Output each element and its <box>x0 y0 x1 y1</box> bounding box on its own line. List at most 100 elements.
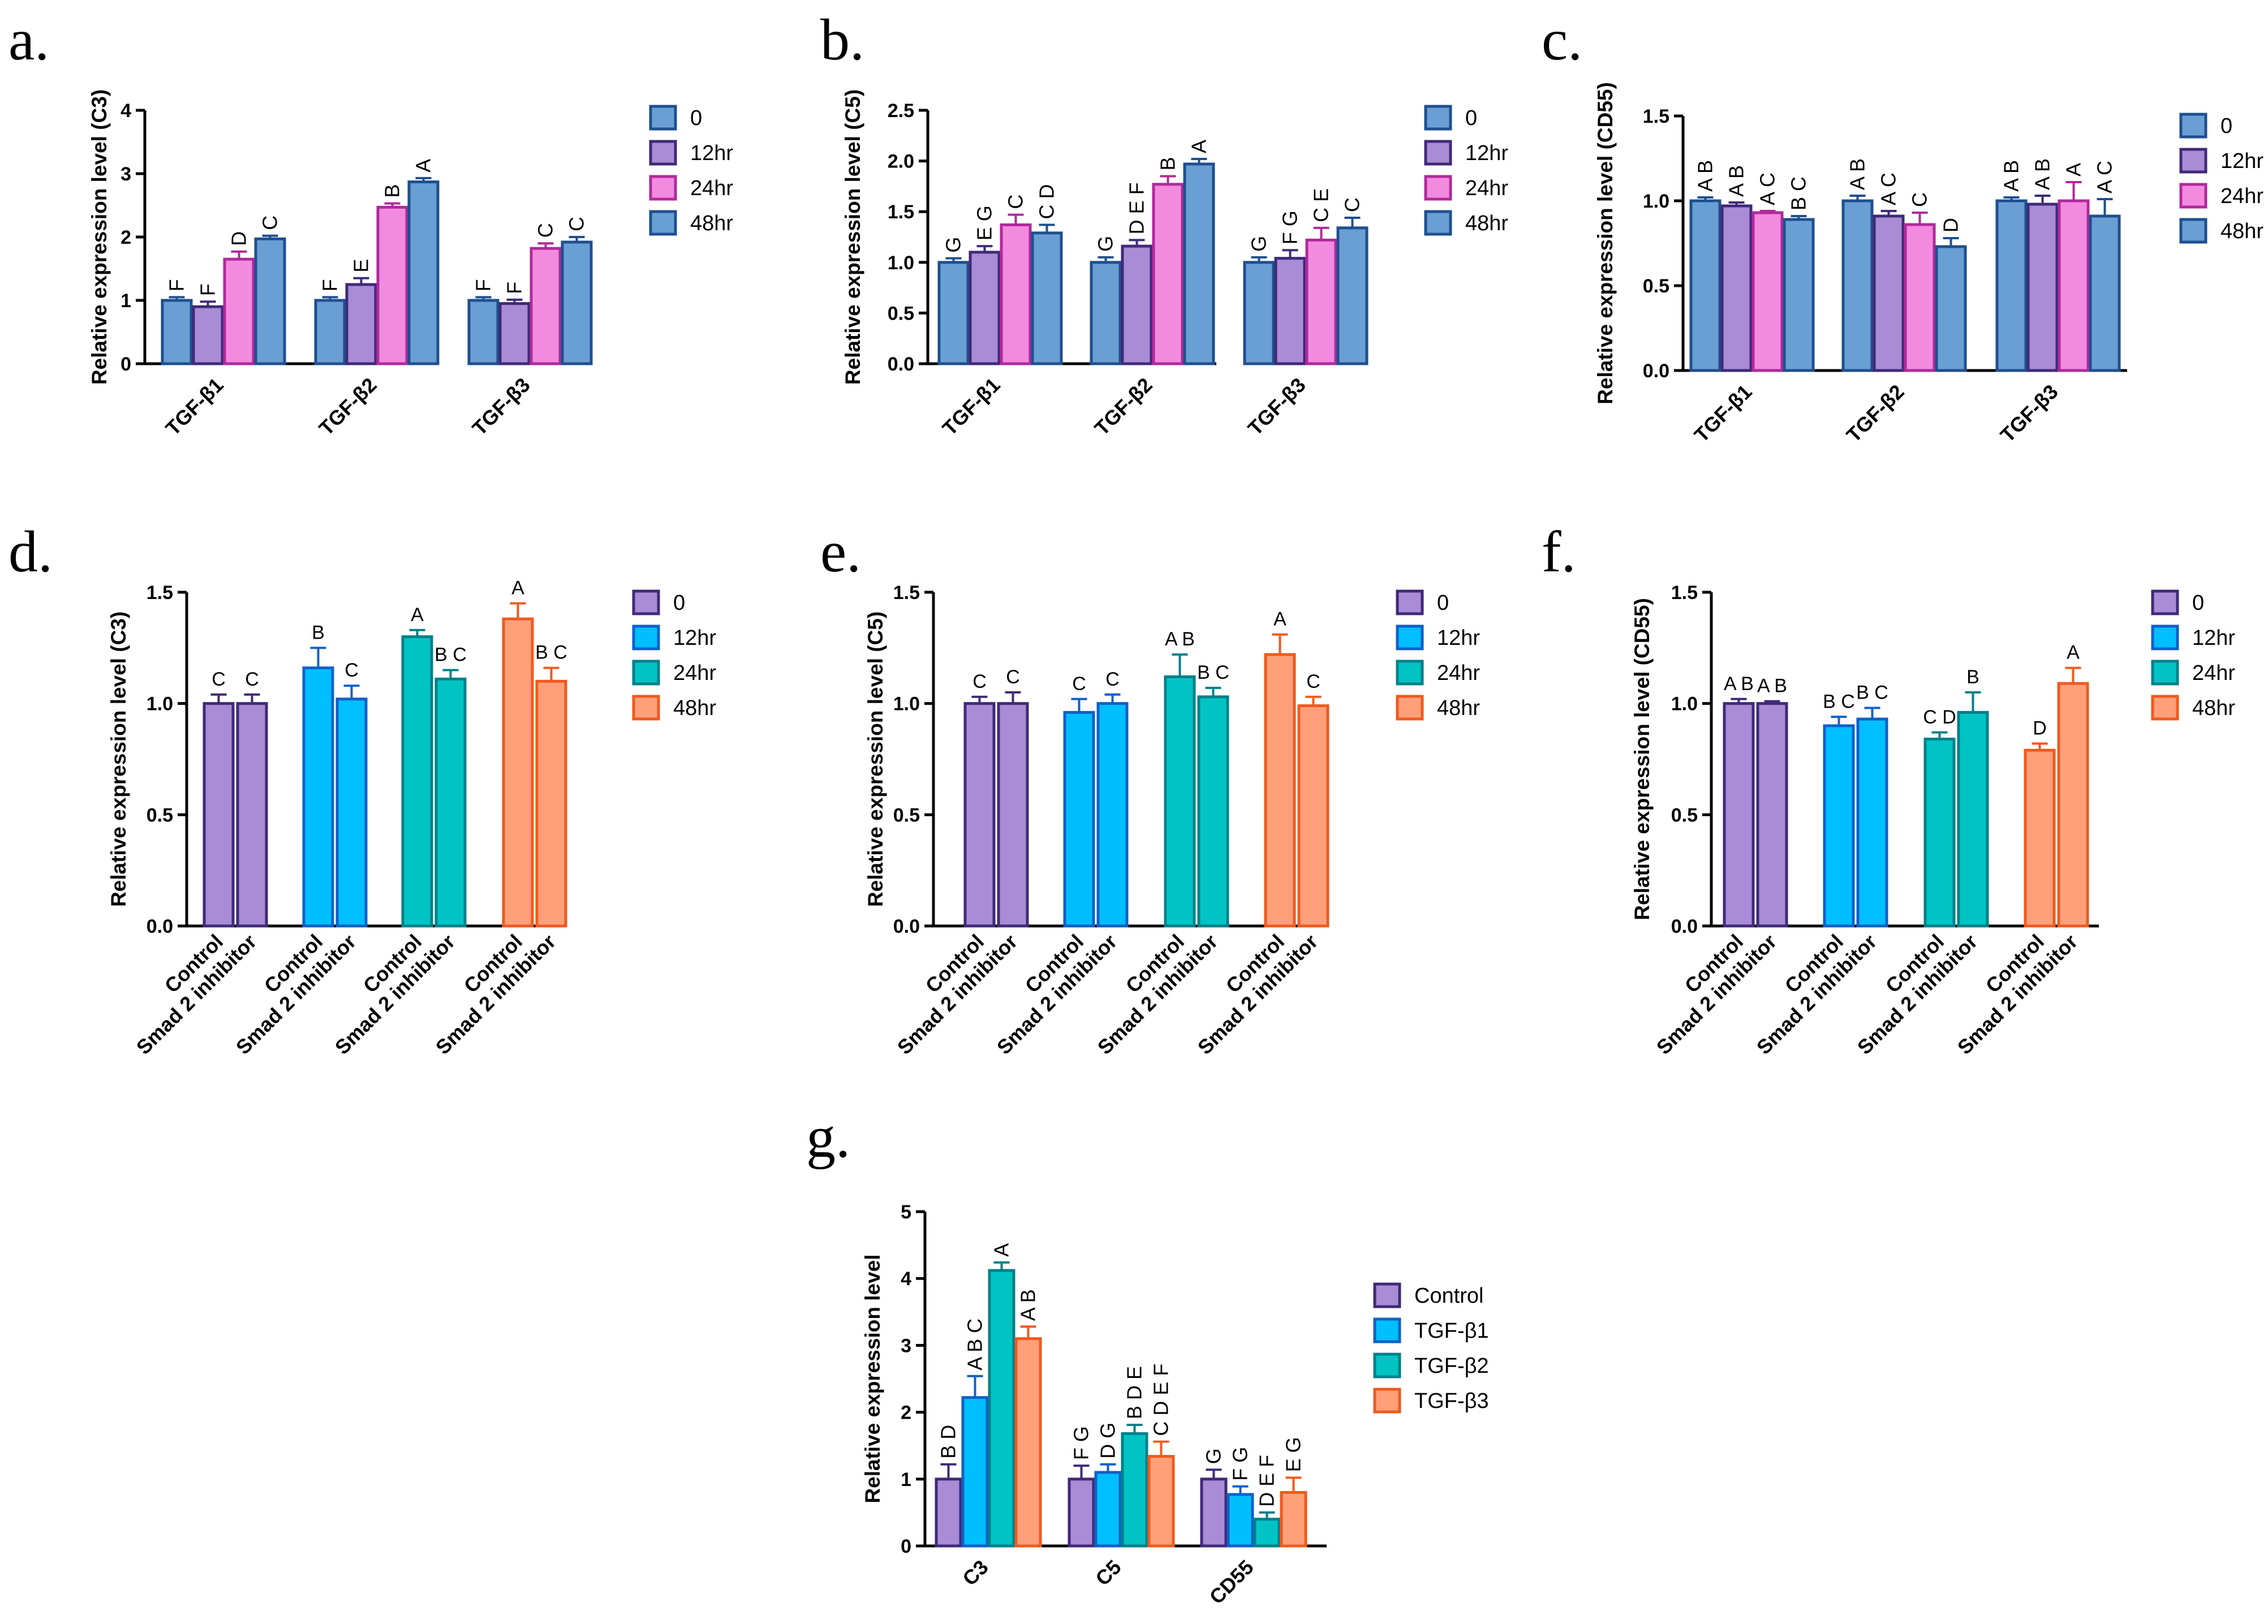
bar <box>1253 1518 1281 1548</box>
legend-label: 12hr <box>690 141 733 165</box>
significance-label: B <box>1156 157 1180 170</box>
significance-label: F G <box>1229 1447 1252 1481</box>
legend-label: 48hr <box>1437 696 1480 720</box>
bar <box>236 702 268 928</box>
y-axis-title: Relative expression level (CD55) <box>1594 82 1617 404</box>
significance-label: E <box>350 259 373 273</box>
bar <box>1336 226 1368 365</box>
significance-label: F <box>196 283 220 296</box>
bar <box>502 617 534 928</box>
significance-label: A <box>1187 140 1211 153</box>
bar <box>1280 1491 1307 1548</box>
bar <box>1274 257 1306 365</box>
bar <box>1783 218 1815 372</box>
significance-label: A <box>990 1243 1013 1257</box>
legend-swatch <box>632 695 660 721</box>
legend-swatch <box>2179 218 2207 244</box>
legend-swatch <box>1396 589 1424 615</box>
legend-label: 24hr <box>673 661 716 685</box>
bar <box>1090 261 1122 365</box>
significance-label: C <box>1072 673 1086 695</box>
significance-label: C D <box>1923 707 1956 728</box>
legend-label: 0 <box>1437 591 1449 615</box>
significance-label: B C <box>1197 662 1229 683</box>
legend-label: 12hr <box>1437 626 1480 650</box>
significance-label: A C <box>1877 173 1900 205</box>
bar <box>302 666 334 928</box>
bar <box>498 302 531 365</box>
significance-label: C <box>1306 671 1320 692</box>
y-tick-label: 0 <box>901 1536 911 1557</box>
bar <box>1689 199 1722 372</box>
legend-label: 0 <box>2192 591 2204 615</box>
y-tick-label: 4 <box>120 100 131 122</box>
y-tick-label: 0 <box>120 354 131 375</box>
bar <box>203 702 235 928</box>
legend-swatch <box>2179 113 2207 139</box>
x-category-label: TGF-β3 <box>1996 380 2063 447</box>
y-tick-label: 5 <box>901 1201 911 1223</box>
significance-label: A <box>511 578 524 599</box>
legend-label: 24hr <box>2220 184 2263 208</box>
bar <box>192 305 224 365</box>
legend-swatch <box>649 140 677 166</box>
bar <box>1000 223 1032 365</box>
significance-label: A B <box>1725 165 1748 197</box>
legend-label: 24hr <box>2192 661 2235 685</box>
bar <box>1164 675 1196 928</box>
significance-label: C E <box>1310 188 1333 222</box>
y-axis-title: Relative expression level (C3) <box>107 611 130 907</box>
significance-label: C <box>1006 666 1020 688</box>
significance-label: A B <box>1757 675 1787 697</box>
legend-label: 0 <box>2220 114 2232 138</box>
significance-label: A B <box>1165 628 1195 650</box>
x-category-label: TGF-β3 <box>1243 373 1310 440</box>
y-tick-label: 1.5 <box>1671 582 1698 604</box>
bar <box>1904 223 1936 372</box>
bar <box>561 240 593 365</box>
y-tick-label: 0.0 <box>1671 916 1698 937</box>
significance-label: C <box>1341 197 1364 212</box>
bar <box>2057 682 2089 928</box>
significance-label: F <box>503 282 526 294</box>
significance-label: B D E <box>1123 1366 1146 1419</box>
y-tick-label: 1 <box>901 1469 911 1491</box>
bar <box>434 677 467 928</box>
bar <box>1121 244 1153 365</box>
y-axis-title: Relative expression level (C5) <box>841 89 864 385</box>
bar <box>1147 1455 1175 1548</box>
legend-swatch <box>649 105 677 131</box>
bar <box>254 237 286 365</box>
legend-label: Control <box>1414 1284 1484 1308</box>
significance-label: B <box>381 184 404 198</box>
significance-label: A B <box>2031 158 2054 190</box>
legend-label: 48hr <box>2192 696 2235 720</box>
legend-swatch <box>632 624 660 651</box>
bar <box>223 257 255 365</box>
y-tick-label: 1.0 <box>1643 191 1669 212</box>
bar <box>1995 199 2028 372</box>
legend-swatch <box>1373 1388 1401 1414</box>
significance-label: C <box>259 216 282 230</box>
significance-label: C <box>1908 192 1931 207</box>
bar <box>1243 261 1275 365</box>
legend-label: 12hr <box>1465 141 1508 165</box>
legend-label: 24hr <box>1465 176 1508 200</box>
legend-swatch <box>632 589 660 615</box>
significance-label: G <box>1094 236 1117 252</box>
legend-swatch <box>649 175 677 201</box>
y-tick-label: 1.5 <box>893 582 920 604</box>
bar <box>1068 1477 1095 1548</box>
y-tick-label: 0.0 <box>893 916 920 937</box>
legend-label: 12hr <box>673 626 716 650</box>
y-tick-label: 0.0 <box>147 916 173 937</box>
legend-label: 24hr <box>1437 661 1480 685</box>
bar <box>969 251 1001 365</box>
bar <box>1720 204 1753 372</box>
bar <box>2058 199 2090 372</box>
bar <box>1823 724 1855 928</box>
bar <box>1935 245 1967 372</box>
bar <box>2024 748 2056 928</box>
bar <box>1226 1493 1254 1548</box>
